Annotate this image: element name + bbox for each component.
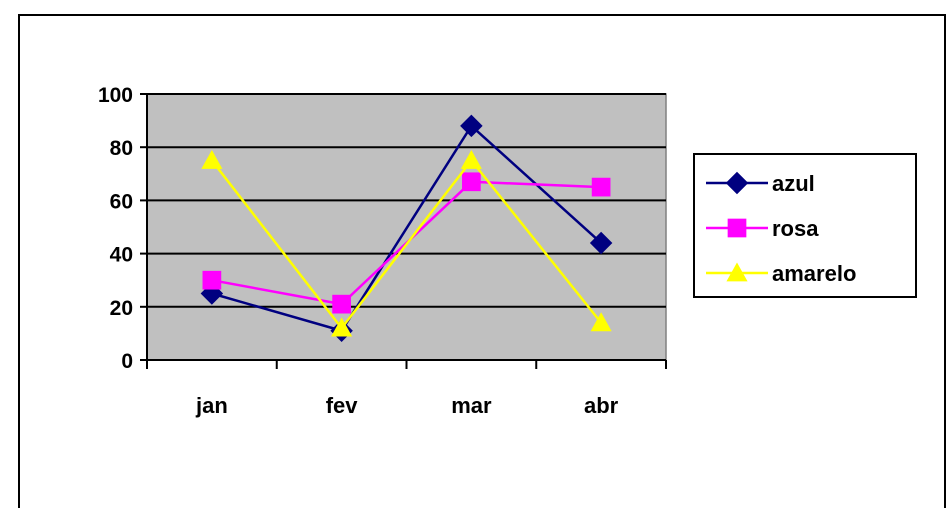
data-point-rosa [462, 172, 481, 192]
y-tick-label: 0 [121, 350, 133, 373]
y-tick-label: 80 [110, 137, 133, 160]
legend-marker-amarelo [726, 262, 748, 282]
x-tick-label: jan [195, 393, 228, 418]
y-tick-label: 100 [98, 84, 133, 107]
data-point-azul [589, 231, 613, 255]
y-tick-label: 40 [110, 244, 133, 267]
data-point-amarelo [331, 317, 353, 337]
x-tick-label: mar [451, 393, 492, 418]
x-tick-label: abr [584, 393, 619, 418]
data-point-rosa [332, 294, 351, 314]
y-tick-label: 20 [110, 297, 133, 320]
series-line-amarelo [210, 158, 603, 331]
y-tick-label: 60 [110, 190, 133, 213]
legend-label-azul: azul [772, 171, 815, 196]
legend-marker-azul [725, 171, 749, 195]
legend-marker-rosa [727, 218, 747, 238]
data-point-amarelo [590, 312, 612, 332]
data-point-rosa [202, 270, 222, 290]
legend-label-amarelo: amarelo [772, 261, 856, 286]
x-tick-label: fev [326, 393, 359, 418]
data-point-amarelo [460, 149, 482, 169]
data-point-azul [460, 114, 483, 138]
data-point-amarelo [201, 149, 223, 169]
data-point-azul [200, 282, 224, 305]
legend-label-rosa: rosa [772, 216, 819, 241]
data-point-rosa [591, 177, 611, 197]
